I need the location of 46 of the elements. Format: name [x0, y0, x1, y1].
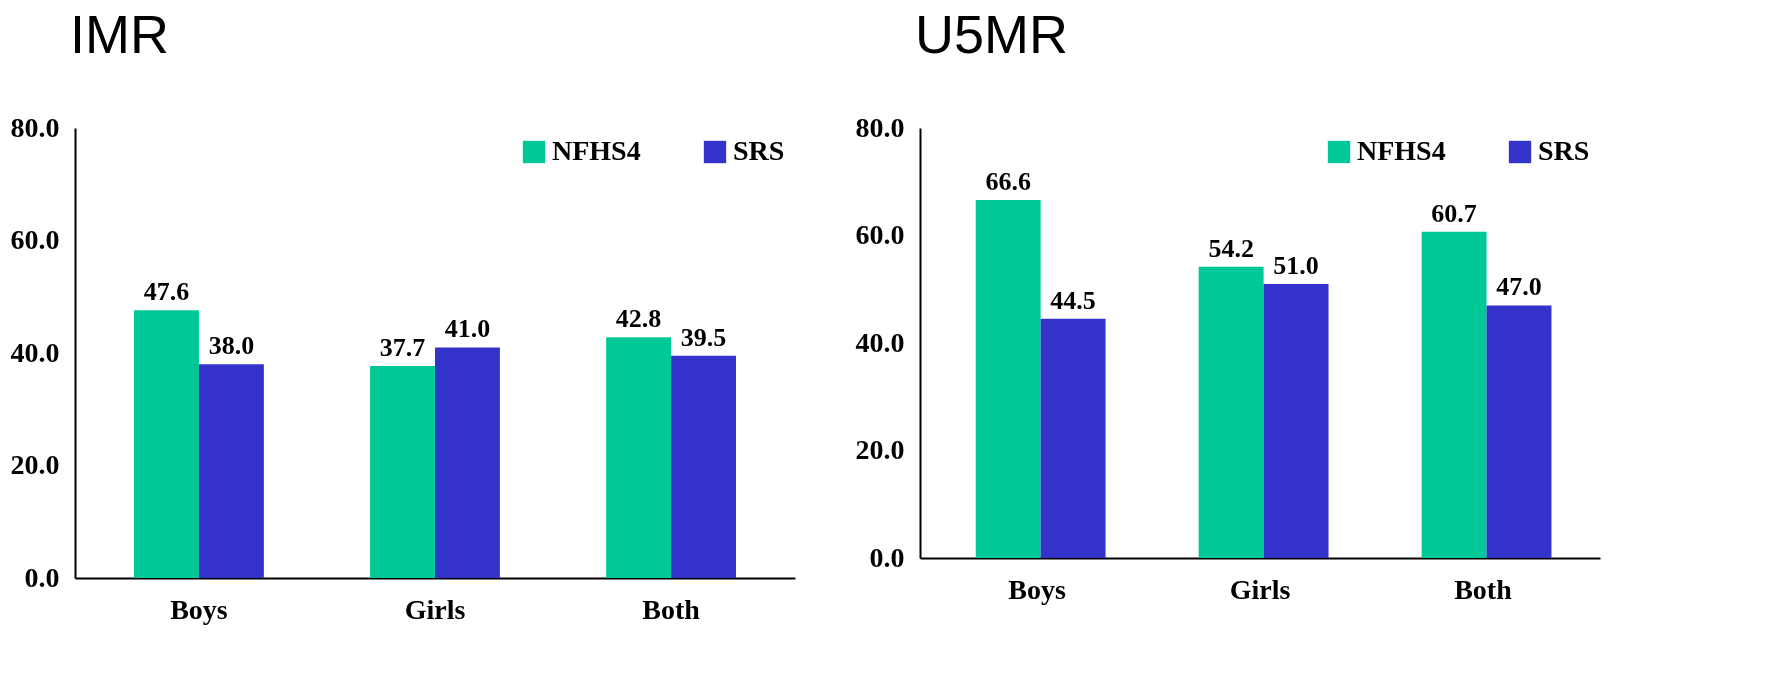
bar — [1040, 318, 1106, 558]
data-label: 51.0 — [1273, 250, 1319, 280]
x-tick-label: Girls — [1229, 573, 1291, 605]
data-label: 54.2 — [1208, 233, 1254, 263]
bar — [370, 365, 435, 578]
data-label: 44.5 — [1050, 285, 1096, 315]
bar — [1486, 305, 1552, 558]
y-tick-label: 20.0 — [855, 434, 905, 465]
bar — [198, 364, 264, 578]
data-label: 39.5 — [680, 322, 727, 352]
data-label: 47.0 — [1496, 272, 1542, 302]
y-tick-label: 60.0 — [855, 219, 905, 250]
y-tick-label: 40.0 — [10, 336, 60, 368]
legend-label: NFHS4 — [552, 135, 641, 166]
bar — [975, 200, 1041, 558]
data-label: 38.0 — [208, 331, 255, 361]
x-tick-label: Boys — [170, 593, 228, 625]
x-tick-label: Boys — [1008, 573, 1066, 605]
y-tick-label: 0.0 — [24, 561, 60, 593]
y-tick-label: 80.0 — [855, 111, 905, 143]
bar — [134, 310, 199, 578]
y-tick-label: 40.0 — [855, 326, 905, 358]
y-tick-label: 0.0 — [869, 541, 905, 573]
data-label: 47.6 — [143, 277, 190, 307]
bar — [435, 347, 500, 578]
bar — [1198, 266, 1264, 558]
legend-label: SRS — [733, 135, 785, 166]
y-tick-label: 20.0 — [10, 449, 60, 480]
y-tick-label: 80.0 — [10, 111, 60, 143]
data-label: 42.8 — [615, 304, 662, 334]
chart-title: U5MR — [915, 4, 1069, 64]
data-label: 37.7 — [379, 332, 426, 362]
bar — [671, 355, 736, 578]
x-tick-label: Both — [1454, 573, 1513, 605]
bar — [1263, 283, 1329, 558]
data-label: 60.7 — [1431, 198, 1477, 228]
legend-label: SRS — [1538, 135, 1590, 166]
data-label: 41.0 — [444, 314, 491, 344]
x-tick-label: Girls — [404, 593, 466, 625]
bar — [1421, 231, 1487, 558]
chart-title: IMR — [70, 4, 169, 64]
data-label: 66.6 — [985, 167, 1031, 197]
legend-label: NFHS4 — [1357, 135, 1446, 166]
x-tick-label: Both — [642, 593, 701, 625]
y-tick-label: 60.0 — [10, 224, 60, 255]
bar — [606, 337, 672, 578]
